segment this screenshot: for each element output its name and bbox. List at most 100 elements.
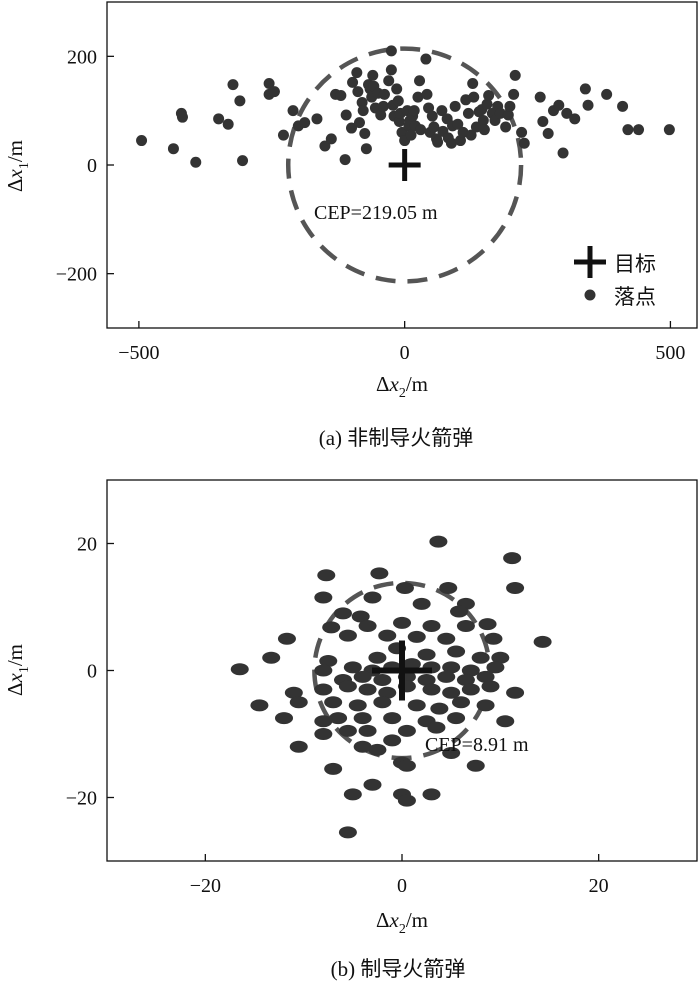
impact-point <box>506 686 525 699</box>
impact-point <box>234 95 246 107</box>
impact-point <box>553 99 565 111</box>
impact-point <box>465 129 477 141</box>
y-ticks-b: −20 0 20 <box>66 534 114 810</box>
impact-point <box>227 79 239 91</box>
legend-point-icon <box>584 289 596 301</box>
impact-point <box>375 109 387 121</box>
impact-point <box>478 124 490 136</box>
impact-point <box>250 699 269 712</box>
impact-point <box>436 105 448 117</box>
impact-point <box>402 658 421 671</box>
impact-point <box>346 122 358 134</box>
impact-point <box>476 699 495 712</box>
y-tick-label: 20 <box>77 534 97 556</box>
impact-point <box>353 740 372 753</box>
impact-point <box>289 696 308 709</box>
impact-point <box>358 724 377 737</box>
impact-point <box>299 117 311 129</box>
x-ticks-b: −20 0 20 <box>190 854 609 897</box>
impact-point <box>496 715 515 728</box>
impact-point <box>437 632 456 645</box>
impact-point <box>377 100 389 112</box>
impact-point <box>412 597 431 610</box>
impact-point <box>368 651 387 664</box>
impact-point <box>213 113 225 125</box>
impact-point <box>468 91 480 103</box>
impact-point <box>579 83 591 95</box>
impact-point <box>414 75 426 87</box>
cep-circle-a <box>285 46 524 284</box>
impact-point <box>481 680 500 693</box>
impact-point <box>190 156 202 168</box>
impact-point <box>357 105 369 117</box>
impact-point <box>348 699 367 712</box>
impact-point <box>334 607 352 620</box>
impact-point <box>353 712 372 725</box>
impact-point <box>338 680 357 693</box>
impact-point <box>324 696 343 709</box>
impact-point <box>378 629 397 642</box>
cep-label-a: CEP=219.05 m <box>314 202 438 224</box>
impact-point <box>542 127 554 139</box>
impact-point <box>461 683 480 696</box>
y-tick-label: −20 <box>66 788 97 810</box>
impact-point <box>319 140 331 152</box>
impact-points-a <box>136 45 675 168</box>
y-ticks-a: −200 0 200 <box>56 46 114 286</box>
y-tick-label: 0 <box>87 661 97 683</box>
impact-point <box>452 696 470 709</box>
impact-point <box>277 632 296 645</box>
impact-point <box>314 683 333 696</box>
impact-point <box>314 728 333 740</box>
impact-point <box>481 98 493 110</box>
impact-point <box>422 683 441 696</box>
x-axis-label-b: Δx2/m <box>376 908 428 937</box>
impact-point <box>461 664 480 677</box>
impact-point <box>363 778 382 791</box>
impact-point <box>343 661 362 674</box>
target-cross-a <box>388 149 421 181</box>
impact-point <box>383 734 402 747</box>
impact-point <box>442 661 461 674</box>
impact-point <box>284 686 303 699</box>
impact-point <box>601 88 613 100</box>
impact-point <box>393 116 405 128</box>
impact-point <box>447 645 466 658</box>
x-axis-label-a: Δx2/m <box>376 372 428 401</box>
impact-point <box>439 581 458 594</box>
x-tick-label: 0 <box>400 342 410 364</box>
impact-point <box>311 113 323 125</box>
impact-point <box>222 118 234 130</box>
impact-point <box>397 794 416 807</box>
impact-point <box>353 670 372 683</box>
impact-points-b <box>230 535 552 839</box>
x-ticks-a: −500 0 500 <box>118 321 685 364</box>
impact-point <box>325 133 337 145</box>
impact-point <box>368 743 387 756</box>
impact-point <box>417 648 436 661</box>
impact-point <box>378 686 397 699</box>
impact-point <box>427 721 446 734</box>
impact-point <box>317 569 336 582</box>
impact-point <box>237 155 249 167</box>
impact-point <box>277 129 289 141</box>
impact-point <box>407 699 426 712</box>
impact-point <box>397 759 416 772</box>
impact-point <box>622 124 634 136</box>
impact-point <box>353 117 365 129</box>
x-tick-label: 500 <box>655 342 685 364</box>
impact-point <box>370 567 389 580</box>
impact-point <box>314 591 333 604</box>
impact-point <box>363 591 382 604</box>
impact-point <box>428 121 440 133</box>
impact-point <box>500 121 512 133</box>
impact-point <box>442 747 461 760</box>
impact-point <box>516 126 528 138</box>
impact-point <box>477 114 489 126</box>
impact-point <box>287 105 299 117</box>
impact-point <box>518 137 530 149</box>
impact-point <box>343 788 362 801</box>
impact-point <box>534 91 546 103</box>
impact-point <box>420 53 432 65</box>
impact-point <box>373 674 392 687</box>
